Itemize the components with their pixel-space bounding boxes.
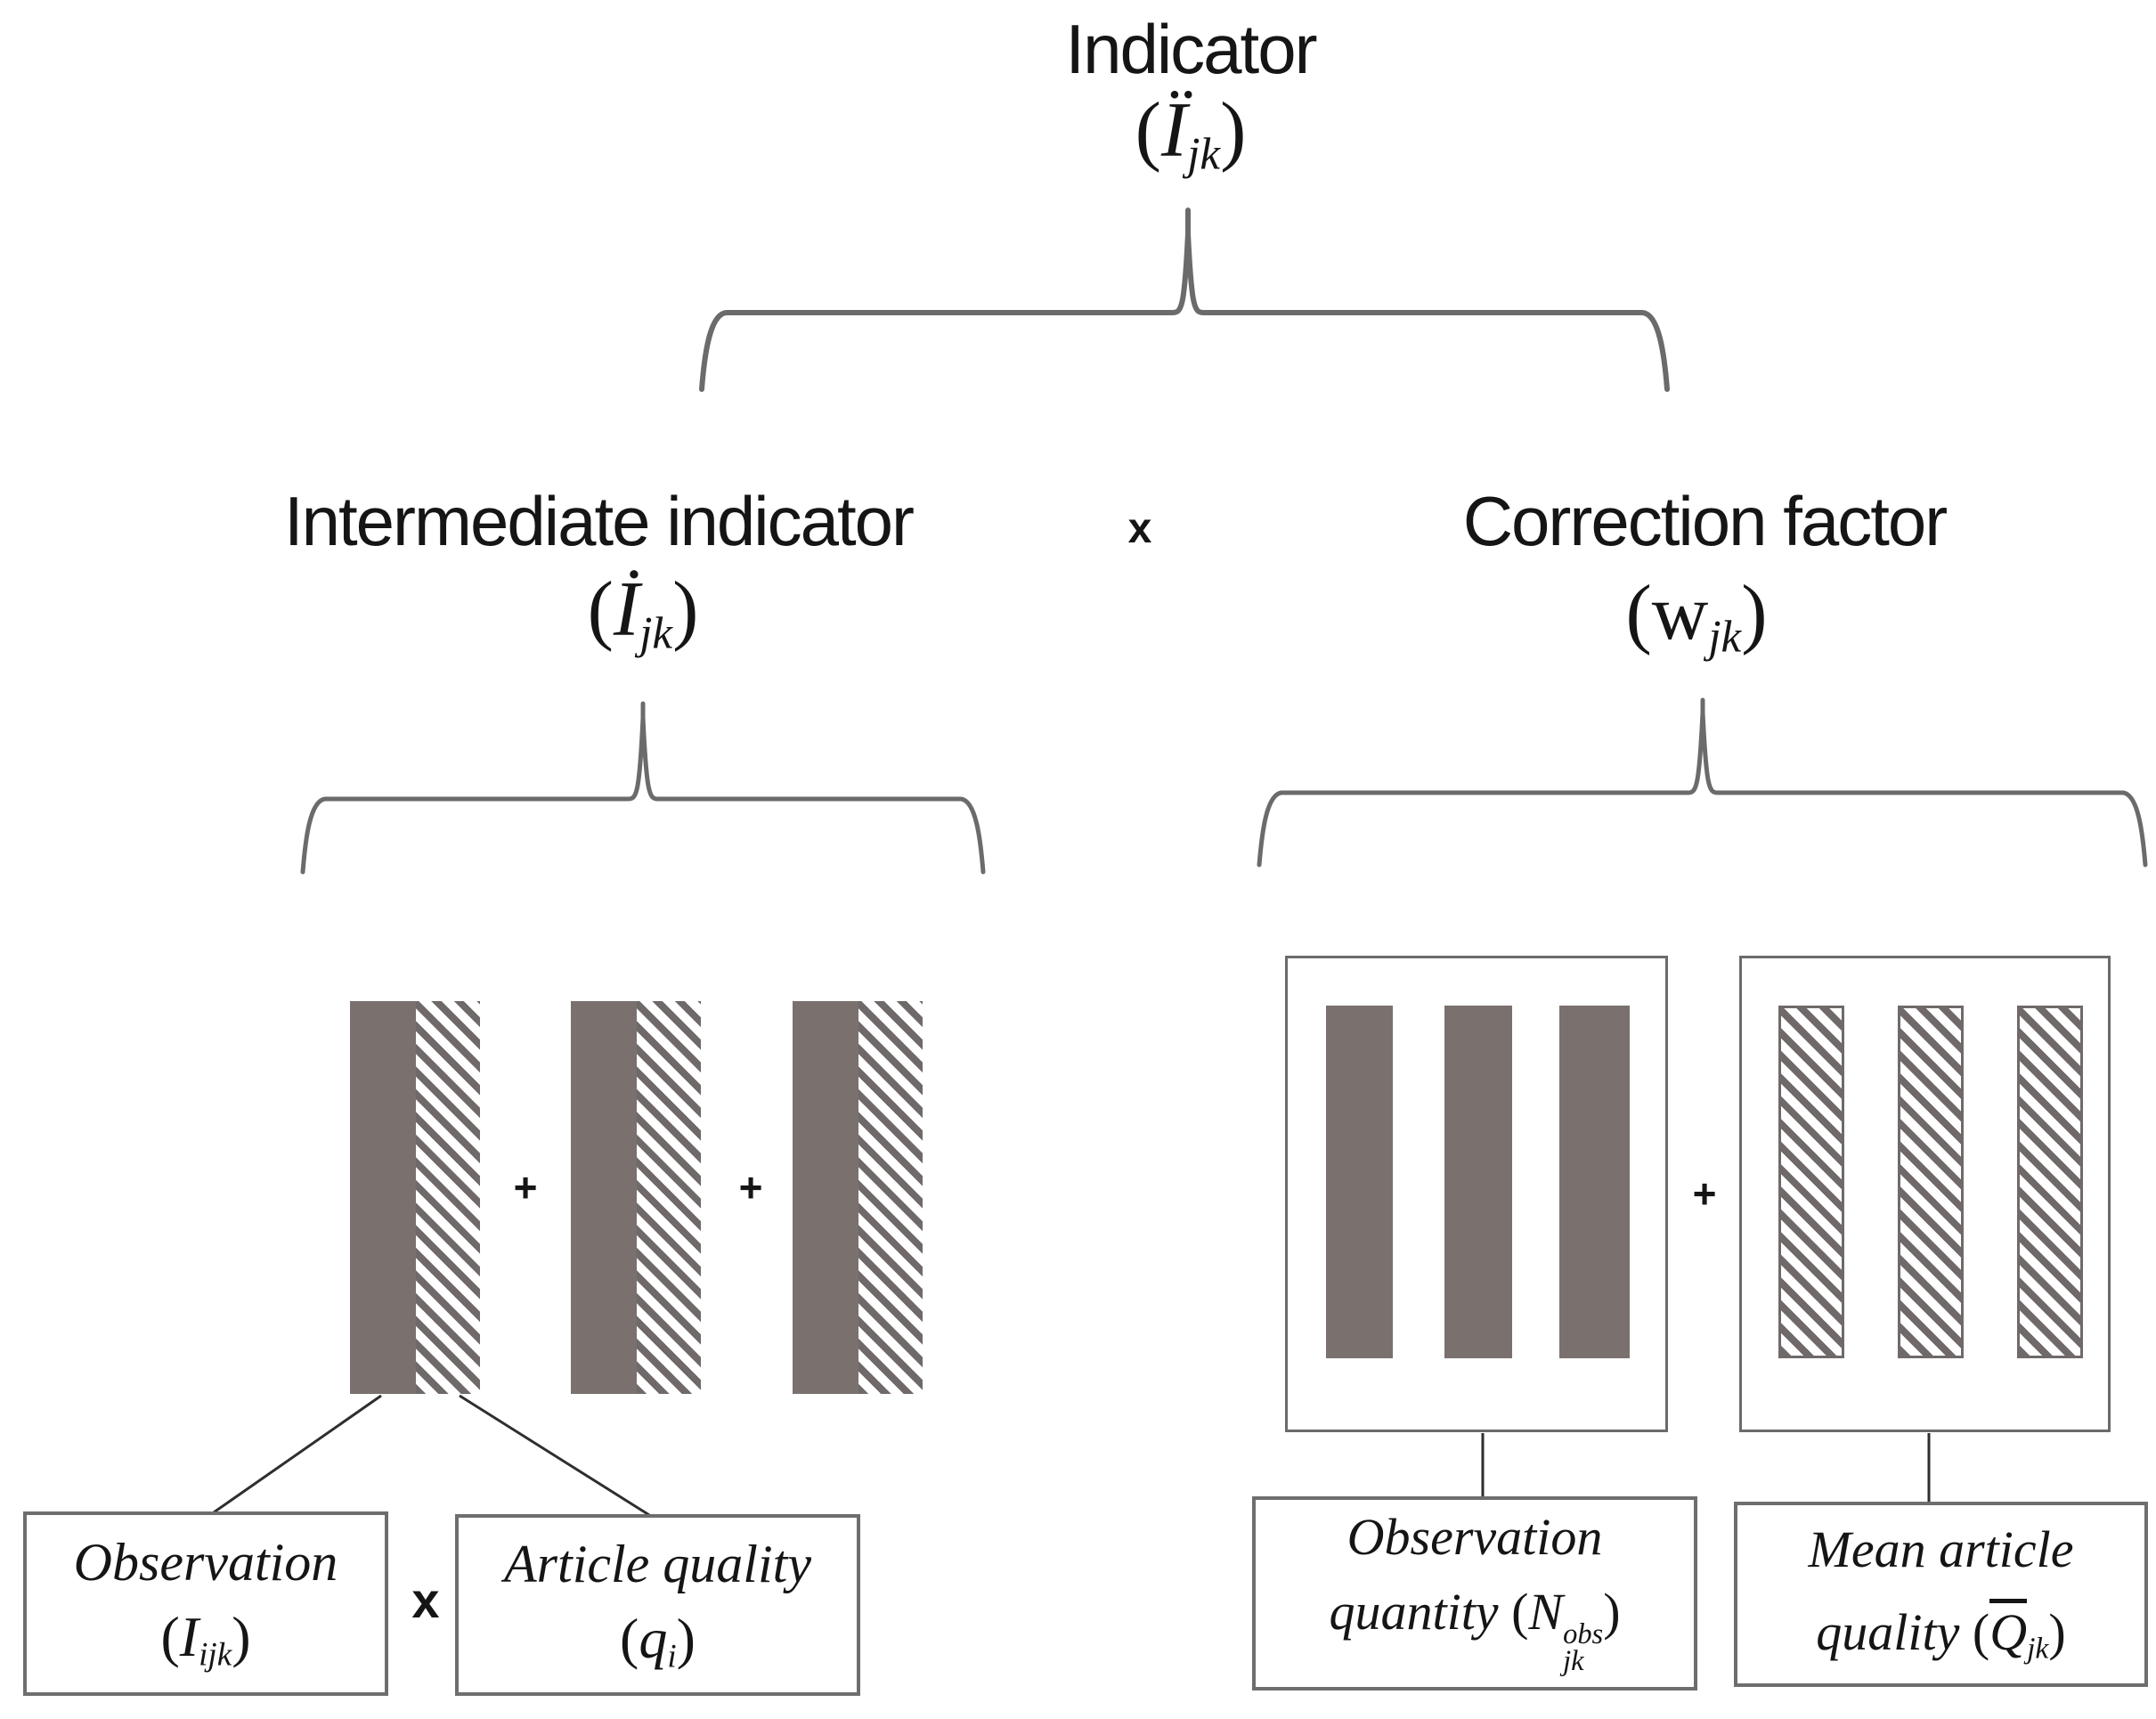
multiply-operator-top: x bbox=[1127, 505, 1152, 552]
hatched-bar bbox=[637, 1001, 701, 1394]
paren-open: ( bbox=[1625, 570, 1652, 656]
plus-operator: + bbox=[1692, 1170, 1717, 1217]
hatched-bar bbox=[416, 1001, 480, 1394]
observation-quantity-box: Observation quantity (N obs jk) bbox=[1252, 1496, 1697, 1690]
paren-close: ) bbox=[676, 1606, 696, 1670]
paren-close: ) bbox=[1603, 1583, 1621, 1641]
connector-solid-bar-to-observation-box bbox=[213, 1394, 382, 1514]
heading-correction-factor: Correction factor bbox=[1462, 482, 1949, 560]
article-quality-label: Article quality bbox=[504, 1534, 811, 1593]
hatched-bar bbox=[1898, 1006, 1964, 1358]
hatched-bar bbox=[858, 1001, 923, 1394]
symbol-base: w bbox=[1651, 570, 1709, 656]
multiply-operator-bottom: x bbox=[411, 1572, 440, 1628]
paren-close: ) bbox=[672, 566, 699, 653]
article-quality-formula: (qi) bbox=[620, 1606, 696, 1675]
correction-symbol: (wjk) bbox=[1429, 568, 1964, 663]
symbol-scripts: obs jk bbox=[1563, 1618, 1604, 1678]
symbol-base-overbar: Q bbox=[1989, 1599, 2028, 1658]
left-brace bbox=[300, 717, 986, 875]
paren-open: ( bbox=[587, 566, 614, 653]
top-brace bbox=[699, 232, 1670, 392]
solid-bar bbox=[1559, 1006, 1630, 1358]
intermediate-symbol: (İjk) bbox=[376, 565, 910, 659]
solid-bar bbox=[571, 1001, 637, 1394]
label-prefix: quality bbox=[1816, 1603, 1973, 1662]
solid-bar bbox=[1444, 1006, 1512, 1358]
symbol-subscript: jk bbox=[1563, 1645, 1584, 1678]
solid-bar bbox=[350, 1001, 416, 1394]
symbol-subscript: ijk bbox=[199, 1636, 232, 1674]
mean-quality-label-line1: Mean article bbox=[1808, 1520, 2074, 1579]
paren-close: ) bbox=[232, 1605, 251, 1669]
plus-operator: + bbox=[513, 1164, 538, 1210]
mean-quality-label-line2: quality (Qjk) bbox=[1816, 1599, 2066, 1666]
mean-quality-panel bbox=[1739, 956, 2111, 1432]
symbol-base: q bbox=[639, 1606, 668, 1670]
paren-close: ) bbox=[2048, 1603, 2066, 1662]
symbol-subscript: jk bbox=[639, 608, 673, 659]
solid-bar bbox=[1326, 1006, 1393, 1358]
observation-quantity-label-line1: Observation bbox=[1346, 1508, 1603, 1566]
paren-open: ( bbox=[1511, 1583, 1529, 1641]
observation-box: Observation (Iijk) bbox=[23, 1511, 388, 1696]
title-symbol: (Ïjk) bbox=[923, 86, 1458, 180]
connector-hatched-bar-to-article-quality-box bbox=[459, 1394, 657, 1521]
solid-bar bbox=[793, 1001, 858, 1394]
symbol-subscript: jk bbox=[2027, 1632, 2049, 1666]
label-prefix: quantity bbox=[1329, 1583, 1512, 1641]
right-brace bbox=[1257, 712, 2148, 868]
symbol-base: N bbox=[1528, 1583, 1564, 1641]
symbol-subscript: jk bbox=[1708, 612, 1742, 663]
observation-quantity-panel bbox=[1285, 956, 1668, 1432]
hatched-bar bbox=[1778, 1006, 1844, 1358]
title-indicator: Indicator bbox=[1065, 10, 1317, 88]
symbol-base: I bbox=[179, 1605, 199, 1669]
paren-close: ) bbox=[1220, 87, 1247, 174]
symbol-subscript: i bbox=[667, 1638, 677, 1675]
observation-quantity-label-line2: quantity (N obs jk) bbox=[1329, 1583, 1621, 1678]
article-quality-box: Article quality (qi) bbox=[455, 1514, 860, 1696]
symbol-superscript: obs bbox=[1563, 1618, 1604, 1651]
observation-label: Observation bbox=[73, 1533, 338, 1593]
symbol-subscript: jk bbox=[1187, 129, 1221, 180]
plus-operator: + bbox=[738, 1164, 763, 1210]
symbol-base: Ï bbox=[1160, 87, 1188, 174]
symbol-base: İ bbox=[613, 566, 640, 653]
paren-open: ( bbox=[160, 1605, 180, 1669]
paren-open: ( bbox=[1972, 1603, 1990, 1662]
observation-formula: (Iijk) bbox=[160, 1609, 250, 1672]
hatched-bar bbox=[2017, 1006, 2083, 1358]
paren-close: ) bbox=[1741, 570, 1768, 656]
paren-open: ( bbox=[620, 1606, 639, 1670]
mean-article-quality-box: Mean article quality (Qjk) bbox=[1734, 1502, 2148, 1687]
paren-open: ( bbox=[1135, 87, 1161, 174]
heading-intermediate-indicator: Intermediate indicator bbox=[283, 482, 915, 560]
